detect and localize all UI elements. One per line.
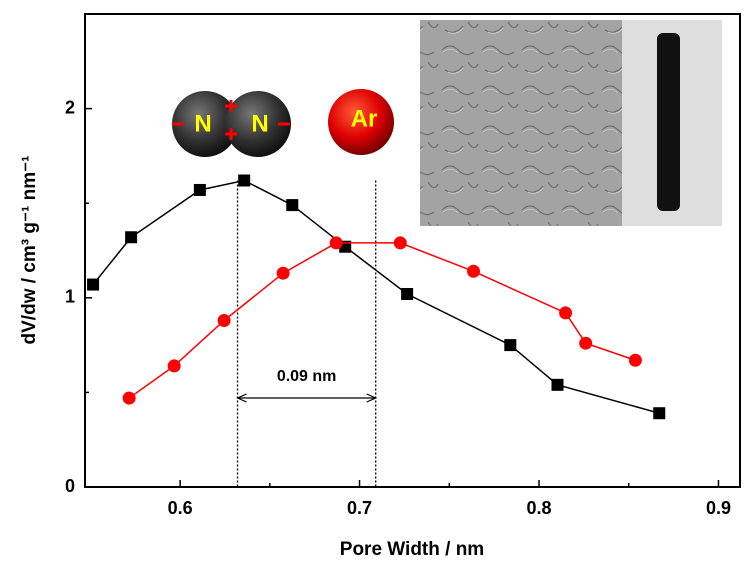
x-axis-label: Pore Width / nm [340, 539, 484, 560]
atom-label: N [251, 110, 268, 137]
series-line [129, 243, 635, 398]
point [467, 265, 480, 278]
x-tick-label: 0.6 [168, 498, 193, 518]
point [394, 236, 407, 249]
point [123, 392, 136, 405]
point [168, 359, 181, 372]
point [629, 354, 642, 367]
point [551, 379, 563, 391]
point [87, 279, 99, 291]
point [218, 314, 231, 327]
y-tick-label: 1 [65, 287, 75, 307]
point [194, 184, 206, 196]
point [277, 267, 290, 280]
x-tick-label: 0.9 [706, 498, 731, 518]
ar-atom: Ar [328, 89, 394, 155]
y-axis-label: dV/dw / cm³ g⁻¹ nm⁻¹ [19, 156, 40, 345]
y-tick-label: 0 [65, 476, 75, 496]
carbon-rod [657, 33, 680, 211]
point [238, 174, 250, 186]
point [286, 199, 298, 211]
atom-label: N [194, 110, 211, 137]
n2-molecule: N N [172, 91, 291, 157]
point [504, 339, 516, 351]
annotation: 0.09 nm [277, 368, 337, 385]
atom-label: Ar [351, 105, 378, 132]
chart: N N Ar Pore Width / nm dV/dw / cm³ g⁻¹ n… [0, 0, 748, 569]
x-tick-label: 0.8 [526, 498, 551, 518]
point [125, 231, 137, 243]
point [401, 288, 413, 300]
y-tick-label: 2 [65, 97, 75, 117]
x-tick-label: 0.7 [347, 498, 372, 518]
point [653, 407, 665, 419]
point [330, 236, 343, 249]
point [579, 337, 592, 350]
tem-image [420, 20, 622, 226]
point [559, 306, 572, 319]
